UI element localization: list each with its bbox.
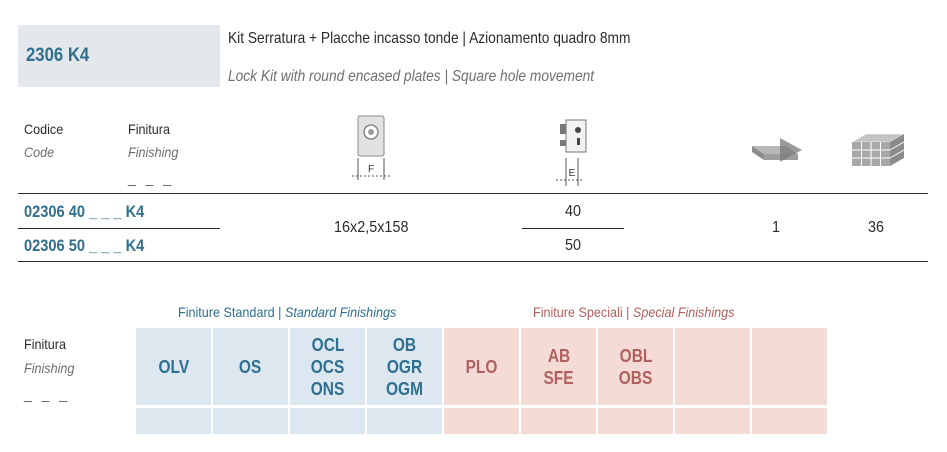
finishing-label: Finitura [24, 336, 67, 352]
plate-size: 16x2,5x158 [334, 219, 409, 236]
finish-code: OCL [311, 334, 344, 355]
rosette-plate-icon: F [352, 115, 392, 180]
finish-code: OGR [386, 356, 423, 377]
special-finish-blank-cell [752, 408, 827, 434]
code-header: Codice [24, 121, 64, 137]
finish-code: ONS [310, 378, 345, 399]
finish-code: AB [547, 345, 570, 366]
special-finishes-it: Finiture Speciali [533, 304, 623, 320]
entrance-label: E [569, 168, 576, 179]
finish-header-en: Finishing [128, 144, 179, 160]
product-code-box: 2306 K4 [18, 25, 220, 87]
finish-code: OCS [310, 356, 345, 377]
finish-header-dash: _ _ _ [128, 170, 175, 186]
product-code: 2306 K4 [26, 45, 90, 66]
finish-code: OGM [386, 378, 423, 399]
special-finish-blank-cell [675, 408, 750, 434]
table-top-rule [18, 193, 928, 194]
box-pack-icon [850, 133, 906, 166]
standard-finish-blank-cell [136, 408, 211, 434]
standard-finishes-title: Finiture Standard | Standard Finishings [178, 304, 397, 320]
special-finish-cell [752, 328, 827, 405]
special-finishes-title: Finiture Speciali | Special Finishings [533, 304, 735, 320]
article-code-row-1: 02306 40 _ _ _ K4 [24, 202, 145, 221]
lock-body-icon: E [556, 119, 587, 186]
finishing-label-en: Finishing [24, 360, 75, 376]
product-title-it: Kit Serratura + Placche incasso tonde | … [228, 30, 631, 47]
special-finish-blank-cell [598, 408, 673, 434]
entrance-row-1: 40 [564, 203, 582, 220]
standard-finishes-en: Standard Finishings [284, 304, 397, 320]
special-finish-blank-cell [444, 408, 519, 434]
finish-code: PLO [465, 356, 498, 377]
finish-code: OBS [618, 367, 653, 388]
row-divider [18, 228, 220, 229]
code-header-en: Code [24, 144, 55, 160]
finish-code: SFE [543, 367, 574, 388]
single-pack-icon [752, 138, 802, 162]
row-divider-entrance [522, 228, 624, 229]
finish-code: OBL [619, 345, 652, 366]
standard-finish-cell: OCL OCS ONS [290, 328, 365, 405]
special-finish-blank-cell [521, 408, 596, 434]
standard-finishes-it: Finiture Standard [178, 304, 275, 320]
pack-qty: 1 [771, 219, 781, 236]
standard-finish-blank-cell [290, 408, 365, 434]
standard-finish-cell: OLV [136, 328, 211, 405]
finishing-label-dash: _ _ _ [24, 386, 71, 402]
standard-finish-cell: OB OGR OGM [367, 328, 442, 405]
special-finish-cell [675, 328, 750, 405]
standard-finish-cell: OS [213, 328, 288, 405]
box-qty: 36 [867, 219, 885, 236]
product-title-en: Lock Kit with round encased plates | Squ… [228, 68, 595, 85]
special-finish-cell: PLO [444, 328, 519, 405]
article-code-row-2: 02306 50 _ _ _ K4 [24, 236, 145, 255]
special-finish-cell: AB SFE [521, 328, 596, 405]
plate-dim-label: F [368, 164, 374, 175]
finish-code: OS [239, 356, 262, 377]
table-bottom-rule [18, 261, 928, 262]
finish-code: OLV [158, 356, 189, 377]
finish-code: OB [392, 334, 417, 355]
standard-finish-blank-cell [213, 408, 288, 434]
special-finish-cell: OBL OBS [598, 328, 673, 405]
entrance-row-2: 50 [564, 237, 582, 254]
standard-finish-blank-cell [367, 408, 442, 434]
finish-header: Finitura [128, 121, 171, 137]
special-finishes-en: Special Finishings [632, 304, 735, 320]
